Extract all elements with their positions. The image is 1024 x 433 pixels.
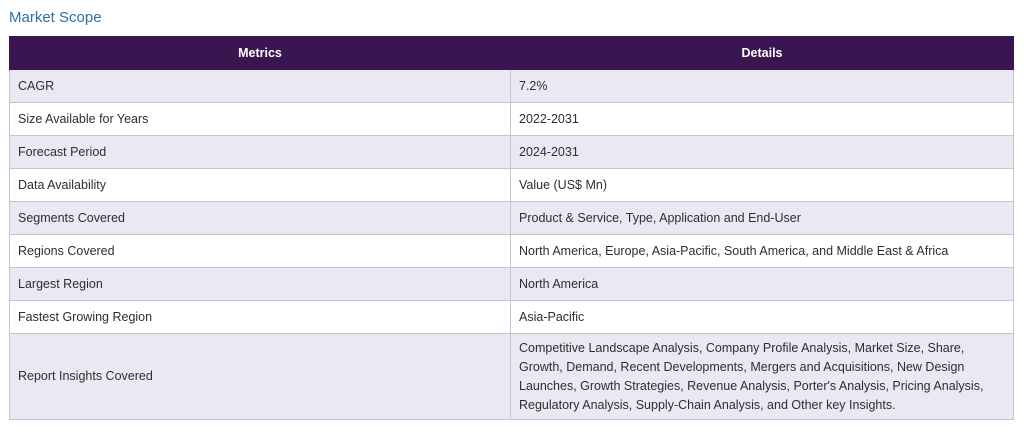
metric-cell: Regions Covered: [9, 234, 511, 268]
detail-cell: Value (US$ Mn): [510, 168, 1014, 202]
detail-cell: North America, Europe, Asia-Pacific, Sou…: [510, 234, 1014, 268]
metric-cell: Segments Covered: [9, 201, 511, 235]
detail-cell: Product & Service, Type, Application and…: [510, 201, 1014, 235]
table-row: Data Availability Value (US$ Mn): [9, 168, 1014, 202]
table-row: Fastest Growing Region Asia-Pacific: [9, 300, 1014, 334]
table-row: Report Insights Covered Competitive Land…: [9, 333, 1014, 420]
table-row: Largest Region North America: [9, 267, 1014, 301]
metric-cell: Fastest Growing Region: [9, 300, 511, 334]
metric-cell: Size Available for Years: [9, 102, 511, 136]
table-row: Forecast Period 2024-2031: [9, 135, 1014, 169]
table-row: Size Available for Years 2022-2031: [9, 102, 1014, 136]
metric-cell: Report Insights Covered: [9, 333, 511, 420]
metric-cell: Largest Region: [9, 267, 511, 301]
detail-cell: 2024-2031: [510, 135, 1014, 169]
column-header-details: Details: [510, 36, 1014, 70]
table-row: CAGR 7.2%: [9, 69, 1014, 103]
detail-cell: Asia-Pacific: [510, 300, 1014, 334]
column-header-metrics: Metrics: [9, 36, 511, 70]
table-row: Segments Covered Product & Service, Type…: [9, 201, 1014, 235]
table-header-row: Metrics Details: [9, 36, 1014, 70]
section-title: Market Scope: [9, 9, 102, 26]
detail-cell: North America: [510, 267, 1014, 301]
detail-cell: 7.2%: [510, 69, 1014, 103]
market-scope-table: Metrics Details CAGR 7.2% Size Available…: [9, 36, 1014, 420]
detail-cell: 2022-2031: [510, 102, 1014, 136]
metric-cell: Forecast Period: [9, 135, 511, 169]
table-row: Regions Covered North America, Europe, A…: [9, 234, 1014, 268]
metric-cell: CAGR: [9, 69, 511, 103]
metric-cell: Data Availability: [9, 168, 511, 202]
detail-cell: Competitive Landscape Analysis, Company …: [510, 333, 1014, 420]
